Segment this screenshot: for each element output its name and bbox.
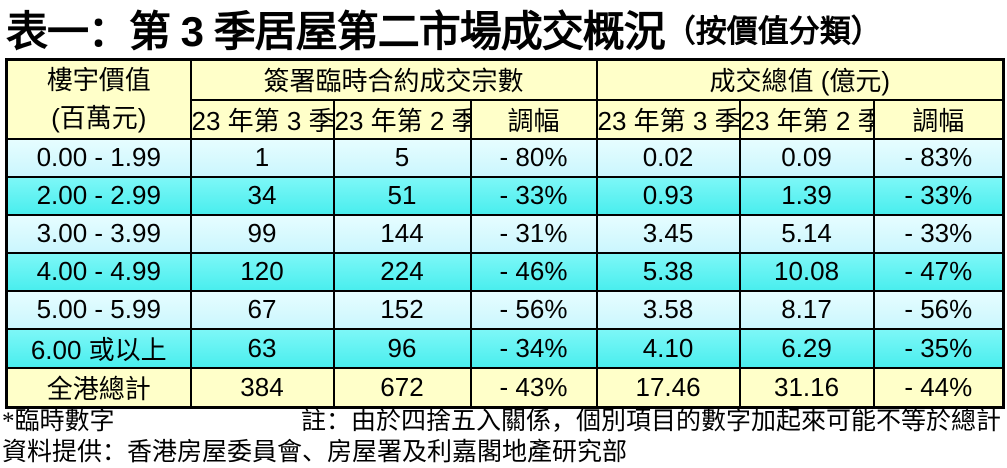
table-row: 0.00 - 1.99 1 5 - 80% 0.02 0.09 - 83% — [5, 137, 1005, 178]
category-cell: 3.00 - 3.99 — [5, 213, 192, 254]
category-cell: 2.00 - 2.99 — [5, 175, 192, 216]
footnote-source: 資料提供：香港房屋委員會、房屋署及利嘉閣地產研究部 — [2, 439, 628, 466]
value-cell: - 35% — [872, 327, 1005, 369]
value-cell: 672 — [332, 366, 472, 408]
subheader-q2-value: 23 年第 2 季 — [738, 98, 875, 140]
value-cell: - 43% — [469, 366, 598, 408]
header-row-groups: 樓宇價值 (百萬元) 簽署臨時合約成交宗數 成交總值 (億元) — [5, 58, 1005, 140]
value-cell: - 83% — [872, 137, 1005, 178]
value-cell: - 56% — [469, 289, 598, 330]
footnotes: *臨時數字 註：由於四捨五入關係，個別項目的數字加起來可能不等於總計 資料提供：… — [2, 406, 1005, 468]
corner-header-line1: 樓宇價值 — [46, 65, 151, 96]
value-cell: 99 — [189, 213, 335, 254]
value-cell: 96 — [332, 327, 472, 369]
category-cell: 4.00 - 4.99 — [5, 251, 192, 292]
value-cell: 10.08 — [738, 251, 875, 292]
value-cell: 120 — [189, 251, 335, 292]
value-cell: 63 — [189, 327, 335, 369]
value-cell: 152 — [332, 289, 472, 330]
footnote-rounding: 註：由於四捨五入關係，個別項目的數字加起來可能不等於總計 — [301, 408, 1002, 435]
table-row: 2.00 - 2.99 34 51 - 33% 0.93 1.39 - 33% — [5, 175, 1005, 216]
value-cell: 144 — [332, 213, 472, 254]
subheader-change-value: 調幅 — [872, 98, 1005, 140]
category-cell: 全港總計 — [5, 366, 192, 408]
footnote-line1: *臨時數字 註：由於四捨五入關係，個別項目的數字加起來可能不等於總計 — [2, 406, 1005, 437]
corner-header: 樓宇價值 (百萬元) — [5, 58, 192, 140]
value-cell: 8.17 — [738, 289, 875, 330]
value-cell: 0.02 — [595, 137, 741, 178]
value-cell: 67 — [189, 289, 335, 330]
value-cell: 0.09 — [738, 137, 875, 178]
value-cell: 0.93 — [595, 175, 741, 216]
value-cell: 5.14 — [738, 213, 875, 254]
table-row: 6.00 或以上 63 96 - 34% 4.10 6.29 - 35% — [5, 327, 1005, 369]
value-cell: - 56% — [872, 289, 1005, 330]
value-cell: 51 — [332, 175, 472, 216]
value-cell: 5.38 — [595, 251, 741, 292]
value-cell: - 33% — [872, 175, 1005, 216]
hos-secondary-market-table: 樓宇價值 (百萬元) 簽署臨時合約成交宗數 成交總值 (億元) 23 年第 3 … — [5, 58, 1006, 409]
value-cell: 224 — [332, 251, 472, 292]
subheader-q2-transactions: 23 年第 2 季 — [332, 98, 472, 140]
subheader-q3-transactions: 23 年第 3 季* — [189, 98, 335, 140]
table-row: 4.00 - 4.99 120 224 - 46% 5.38 10.08 - 4… — [5, 251, 1005, 292]
subheader-q3-value: 23 年第 3 季* — [595, 98, 741, 140]
value-cell: 384 — [189, 366, 335, 408]
value-cell: 1 — [189, 137, 335, 178]
page-title-main: 表一：第 3 季居屋第二市場成交概況 — [6, 7, 666, 55]
value-cell: 5 — [332, 137, 472, 178]
category-cell: 6.00 或以上 — [5, 327, 192, 369]
value-cell: - 33% — [872, 213, 1005, 254]
value-cell: 6.29 — [738, 327, 875, 369]
value-cell: - 31% — [469, 213, 598, 254]
value-cell: 3.45 — [595, 213, 741, 254]
value-cell: 3.58 — [595, 289, 741, 330]
value-cell: - 34% — [469, 327, 598, 369]
value-cell: - 47% — [872, 251, 1005, 292]
value-cell: 31.16 — [738, 366, 875, 408]
total-row: 全港總計 384 672 - 43% 17.46 31.16 - 44% — [5, 366, 1005, 408]
table-row: 5.00 - 5.99 67 152 - 56% 3.58 8.17 - 56% — [5, 289, 1005, 330]
footnote-provisional: *臨時數字 — [2, 408, 115, 435]
group-header-value: 成交總值 (億元) — [595, 58, 1005, 101]
subheader-change-transactions: 調幅 — [469, 98, 598, 140]
corner-header-line2: (百萬元) — [51, 103, 147, 134]
value-cell: - 46% — [469, 251, 598, 292]
table-row: 3.00 - 3.99 99 144 - 31% 3.45 5.14 - 33% — [5, 213, 1005, 254]
value-cell: - 33% — [469, 175, 598, 216]
value-cell: 17.46 — [595, 366, 741, 408]
value-cell: 4.10 — [595, 327, 741, 369]
value-cell: - 44% — [872, 366, 1005, 408]
category-cell: 0.00 - 1.99 — [5, 137, 192, 178]
header-row-quarters: 23 年第 3 季* 23 年第 2 季 調幅 23 年第 3 季* 23 年第… — [7, 98, 1005, 140]
page-title: 表一：第 3 季居屋第二市場成交概況 （按價值分類） — [6, 0, 882, 56]
group-header-transactions: 簽署臨時合約成交宗數 — [189, 58, 598, 101]
value-cell: 1.39 — [738, 175, 875, 216]
value-cell: - 80% — [469, 137, 598, 178]
value-cell: 34 — [189, 175, 335, 216]
category-cell: 5.00 - 5.99 — [5, 289, 192, 330]
page-title-paren: （按價值分類） — [664, 13, 882, 49]
